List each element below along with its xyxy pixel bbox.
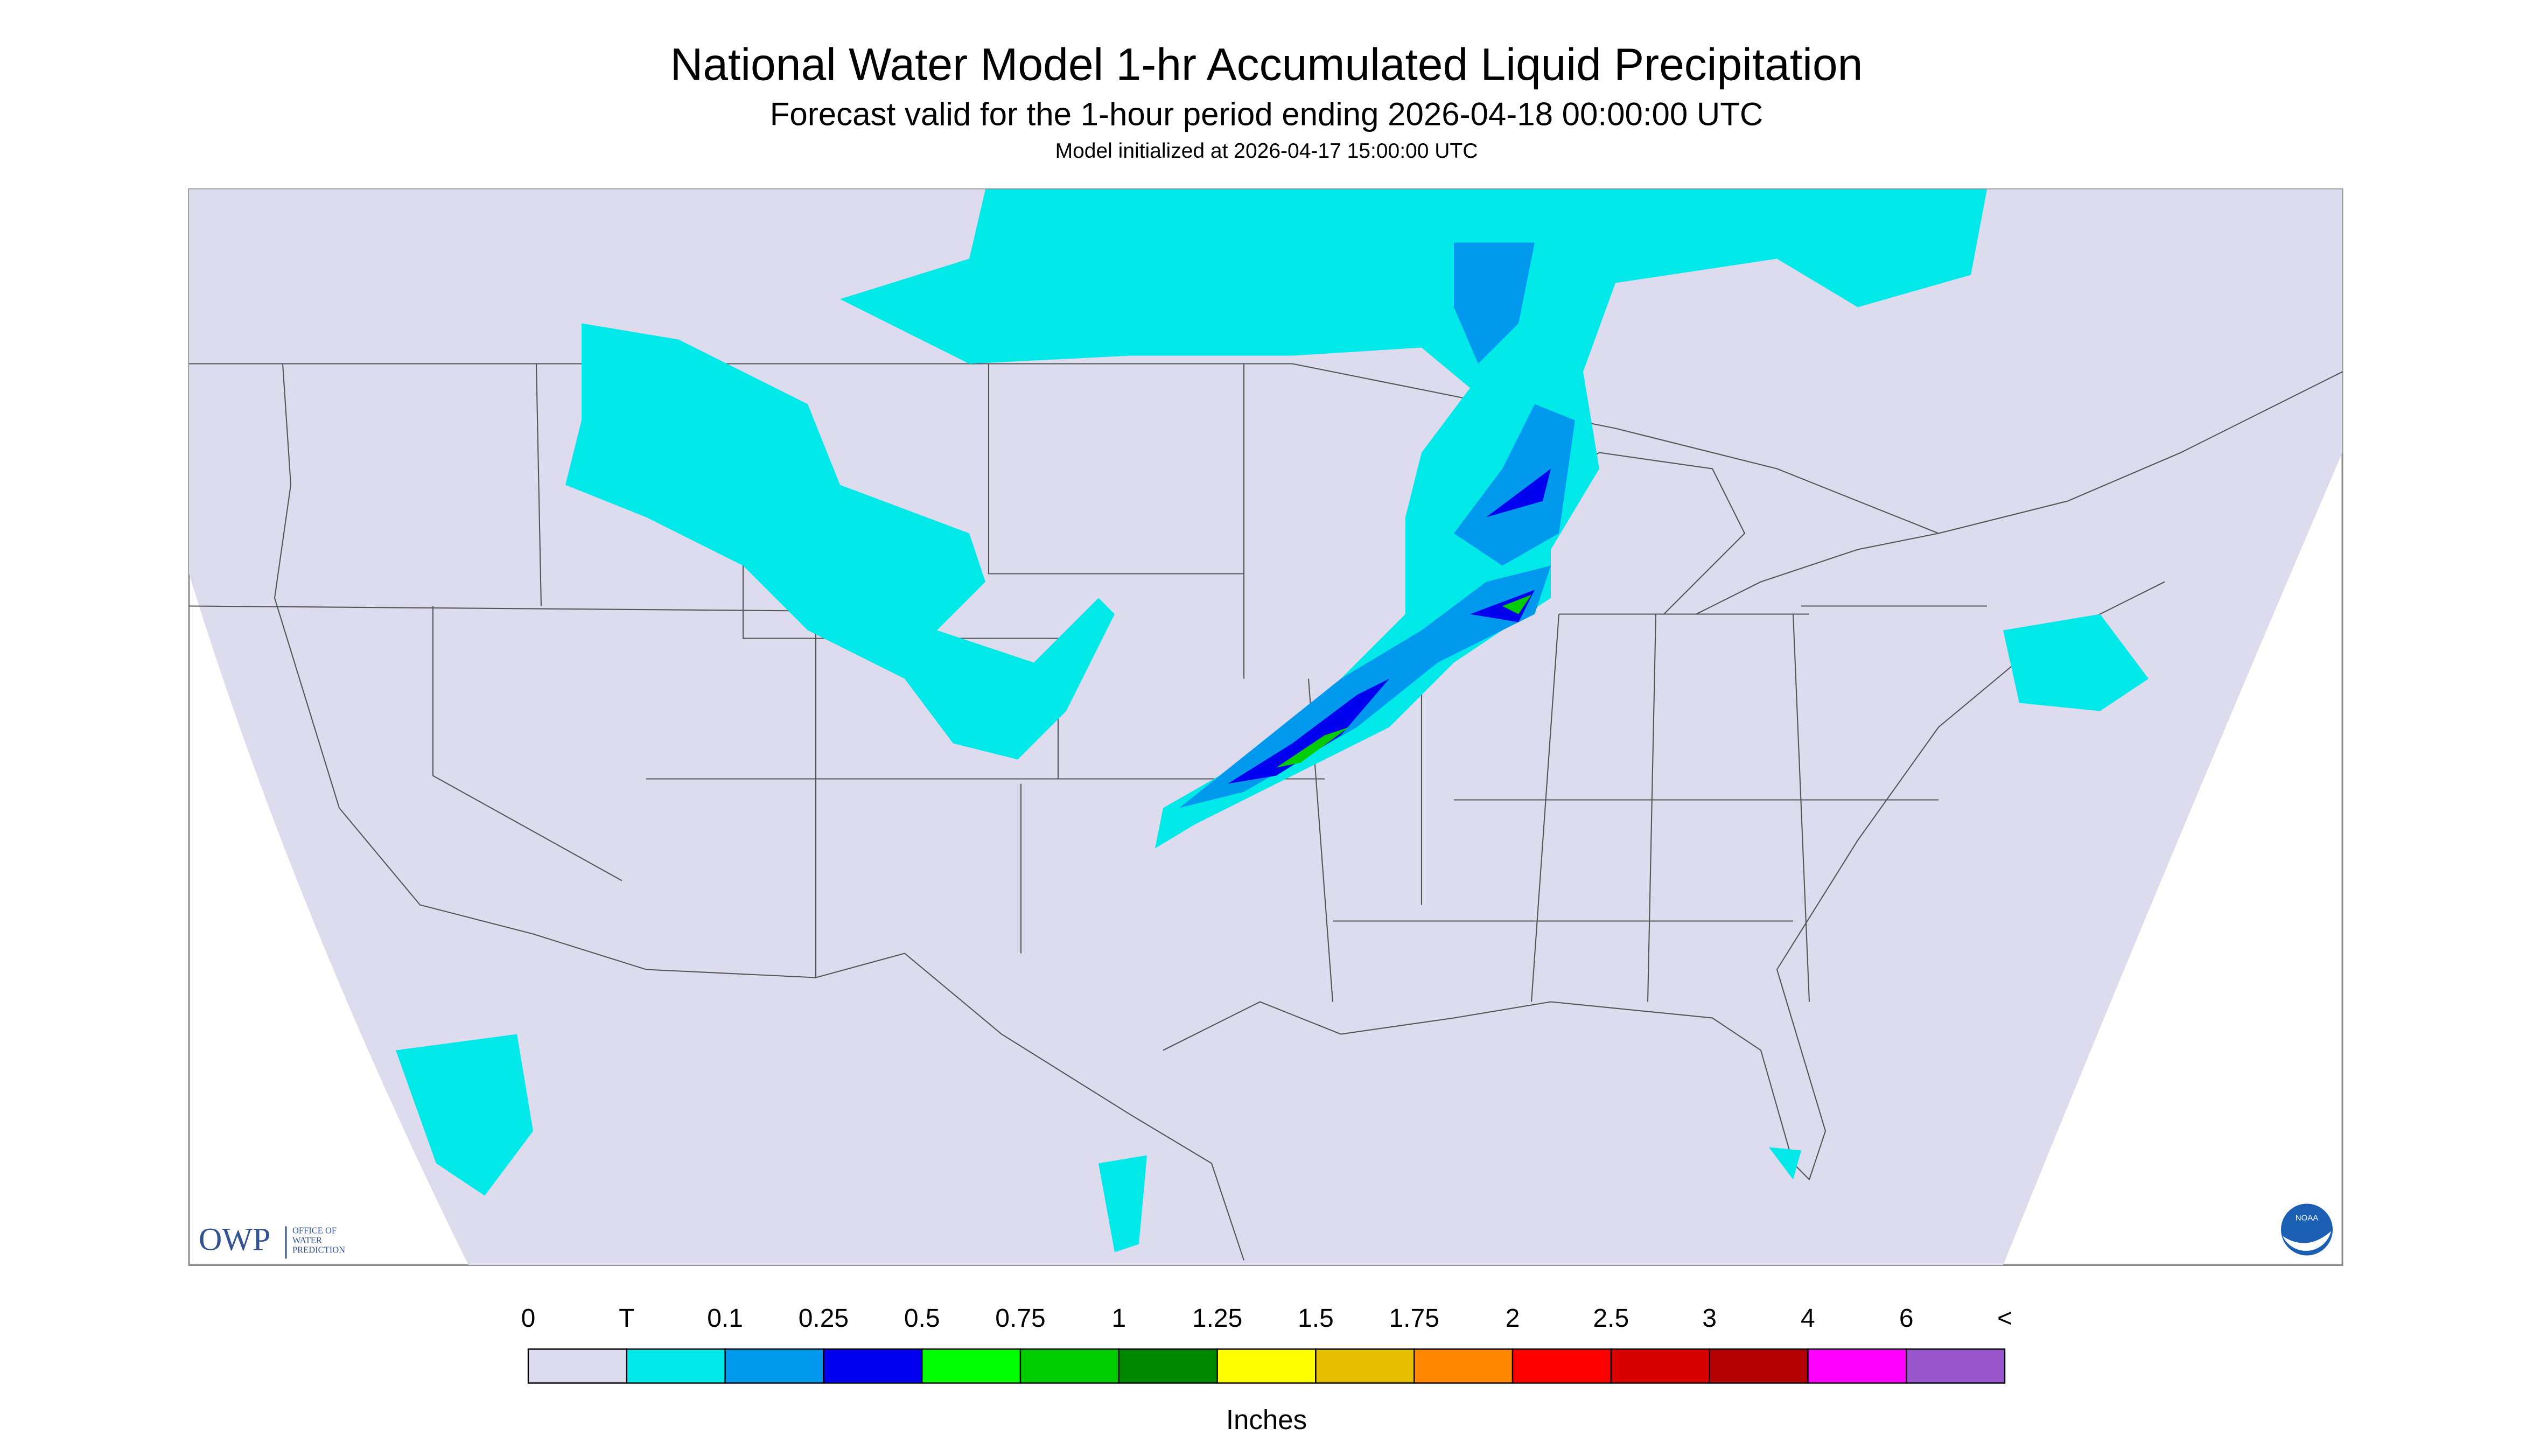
precip-areas xyxy=(396,189,2149,1252)
legend-swatch xyxy=(1019,1348,1120,1384)
legend-swatch xyxy=(626,1348,726,1384)
legend-label: < xyxy=(1997,1304,2012,1333)
legend-swatch xyxy=(1709,1348,1809,1384)
legend-label: 0 xyxy=(521,1304,536,1333)
precip-area xyxy=(840,189,1987,849)
owp-logo: OWP OFFICE OF WATER PREDICTION xyxy=(199,1221,345,1259)
owp-logo-text: OWP xyxy=(199,1221,270,1257)
legend-label: 0.25 xyxy=(799,1304,849,1333)
legend-label: 0.75 xyxy=(995,1304,1045,1333)
precip-area xyxy=(396,1034,533,1196)
precip-area xyxy=(2003,614,2149,711)
owp-logo-line: WATER xyxy=(292,1235,322,1245)
legend-swatch xyxy=(1118,1348,1218,1384)
boundaries xyxy=(188,363,2343,1261)
legend-label: 1 xyxy=(1111,1304,1126,1333)
legend-label: 1.5 xyxy=(1298,1304,1334,1333)
border xyxy=(274,363,1244,1261)
legend-swatch xyxy=(1905,1348,2006,1384)
legend-unit: Inches xyxy=(1226,1404,1307,1435)
legend-label: 0.5 xyxy=(904,1304,940,1333)
legend-swatch xyxy=(1610,1348,1710,1384)
legend: Inches 0 T 0.1 0.25 0.5 0.75 1 1.25 1.5 1.75 2 2.5 3… xyxy=(521,1304,2012,1435)
owp-logo-line: OFFICE OF xyxy=(292,1225,337,1235)
owp-logo-line: PREDICTION xyxy=(292,1244,345,1255)
legend-label: 1.25 xyxy=(1192,1304,1242,1333)
legend-label: T xyxy=(619,1304,634,1333)
legend-swatch xyxy=(823,1348,923,1384)
legend-swatch xyxy=(1216,1348,1317,1384)
legend-swatch xyxy=(921,1348,1021,1384)
legend-label: 2.5 xyxy=(1593,1304,1629,1333)
legend-label: 1.75 xyxy=(1389,1304,1439,1333)
map: OWP OFFICE OF WATER PREDICTION NOAA xyxy=(188,188,2343,1266)
precip-area xyxy=(1228,468,1551,784)
title: National Water Model 1-hr Accumulated Li… xyxy=(670,39,1863,90)
legend-label: 4 xyxy=(1801,1304,1815,1333)
border xyxy=(189,363,2343,534)
noaa-logo: NOAA xyxy=(2281,1203,2333,1256)
legend-swatch xyxy=(1414,1348,1514,1384)
legend-swatch xyxy=(1807,1348,1907,1384)
legend-label: 2 xyxy=(1506,1304,1520,1333)
legend-label: 0.1 xyxy=(707,1304,743,1333)
subtitle: Forecast valid for the 1-hour period end… xyxy=(770,96,1763,132)
legend-swatch xyxy=(1315,1348,1415,1384)
legend-swatch xyxy=(724,1348,824,1384)
noaa-text: NOAA xyxy=(2296,1213,2319,1222)
noaa-wave xyxy=(2283,1231,2331,1251)
precip-area xyxy=(565,323,1115,760)
legend-label: 3 xyxy=(1702,1304,1717,1333)
precip-area xyxy=(1179,242,1575,808)
legend-label: 6 xyxy=(1899,1304,1914,1333)
legend-swatch xyxy=(527,1348,628,1384)
legend-swatch xyxy=(1512,1348,1612,1384)
init-note: Model initialized at 2026-04-17 15:00:00… xyxy=(1055,139,1478,163)
